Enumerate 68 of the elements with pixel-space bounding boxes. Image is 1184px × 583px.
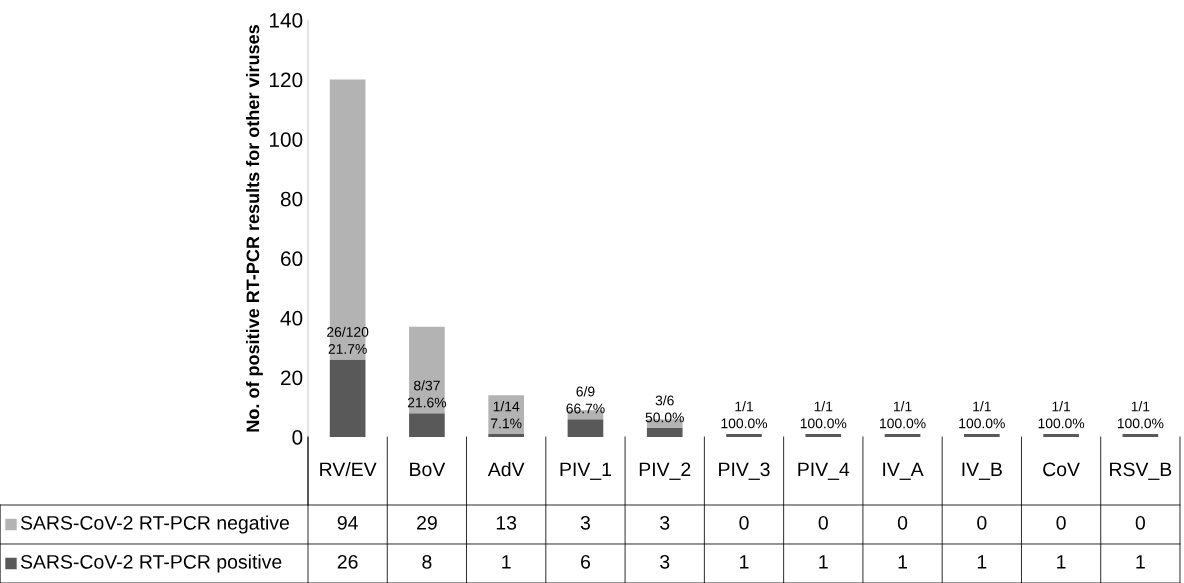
- annotation: 8/37 21.6%: [407, 380, 447, 408]
- bar: [726, 434, 762, 437]
- data-label: 8: [422, 554, 432, 569]
- data-label: 0: [897, 515, 908, 530]
- data-label: 26: [337, 554, 358, 569]
- y-tick-label: 80: [280, 191, 303, 207]
- data-label: 0: [739, 515, 749, 530]
- data-label: 3: [660, 515, 670, 530]
- bar: [409, 326, 445, 414]
- annotation: 6/9 66.7%: [566, 386, 605, 414]
- annotation: 1/1 100.0%: [1117, 401, 1164, 429]
- bar: [805, 434, 842, 437]
- x-tick-label: PIV_4: [798, 462, 850, 480]
- bar: [884, 434, 921, 437]
- annotation: 1/1 100.0%: [721, 401, 768, 429]
- y-tick-label: 120: [269, 72, 303, 88]
- x-tick-label: AdV: [487, 461, 525, 477]
- x-tick-label: IV_A: [883, 462, 924, 480]
- x-tick-label: BoV: [410, 462, 446, 477]
- bar: [963, 434, 1000, 437]
- data-label: 6: [581, 554, 591, 569]
- legend-label: SARS-CoV-2 RT-PCR positive: [20, 554, 282, 573]
- y-tick-label: 0: [292, 430, 303, 445]
- annotation: 1/1 100.0%: [959, 401, 1005, 429]
- legend-label: SARS-CoV-2 RT-PCR negative: [20, 515, 289, 534]
- data-label: 29: [417, 515, 437, 530]
- data-label: 1: [819, 555, 828, 569]
- data-label: 3: [660, 554, 670, 569]
- annotation: 1/1 100.0%: [1038, 401, 1085, 429]
- y-tick-label: 20: [281, 370, 303, 386]
- data-label: 1: [502, 555, 511, 569]
- bar: [488, 395, 525, 435]
- x-tick-label: IV_B: [962, 462, 1002, 480]
- bar: [1122, 434, 1159, 437]
- data-label: 1: [898, 555, 907, 569]
- bar: [1043, 434, 1079, 437]
- data-label: 0: [1135, 515, 1146, 530]
- y-tick-label: 100: [269, 132, 303, 147]
- annotation: 1/14 7.1%: [491, 401, 522, 429]
- annotation: 26/120 21.7%: [327, 326, 369, 354]
- x-tick-label: PIV_1: [560, 462, 611, 480]
- data-label: 3: [580, 515, 591, 530]
- data-label: 0: [818, 515, 828, 530]
- annotation: 1/1 100.0%: [800, 401, 847, 429]
- data-label: 13: [496, 515, 517, 530]
- data-label: 0: [977, 515, 987, 530]
- bar: [646, 428, 683, 437]
- annotation: 1/1 100.0%: [880, 401, 926, 429]
- bar: [409, 413, 445, 437]
- data-label: 0: [1056, 515, 1066, 530]
- bar: [567, 419, 604, 437]
- data-label: 1: [1057, 555, 1066, 569]
- bar: [329, 359, 366, 437]
- x-tick-label: RV/EV: [320, 461, 377, 477]
- x-tick-label: RSV_B: [1110, 462, 1172, 480]
- y-tick-label: 40: [280, 310, 303, 326]
- data-label: 94: [337, 515, 358, 530]
- y-tick-label: 60: [281, 251, 303, 267]
- data-label: 1: [1136, 555, 1145, 569]
- x-tick-label: CoV: [1043, 462, 1080, 477]
- x-tick-label: PIV_3: [719, 462, 770, 480]
- data-label: 1: [977, 555, 987, 569]
- annotation: 3/6 50.0%: [645, 395, 684, 423]
- x-tick-label: PIV_2: [639, 462, 691, 480]
- y-tick-label: 140: [269, 13, 303, 28]
- y-axis-title: No. of positive RT-PCR results for other viruses: [246, 25, 263, 432]
- data-label: 1: [740, 555, 749, 569]
- bar: [488, 434, 525, 437]
